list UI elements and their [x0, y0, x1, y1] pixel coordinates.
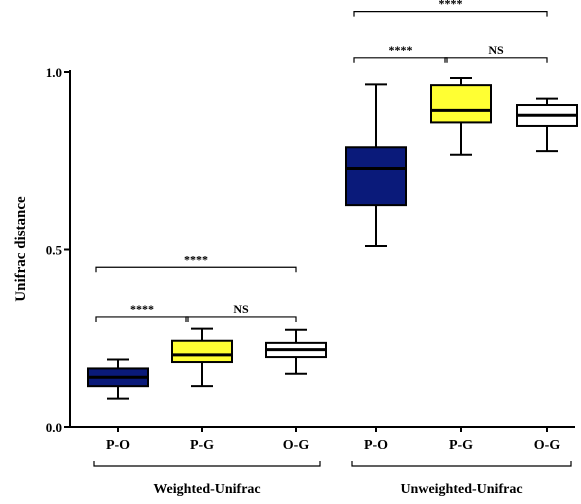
category-label: P-G — [190, 438, 214, 453]
category-label: P-O — [364, 438, 388, 453]
significance-bracket: **** — [95, 302, 189, 322]
iqr-box — [430, 84, 492, 124]
boxes: P-O P-G O-G Weighted-Unifrac P-O P-G O-G Unweig… — [87, 77, 578, 497]
group-bracket-line — [93, 461, 321, 467]
y-tick-label: 0.0 — [46, 420, 62, 435]
group-bracket: Weighted-Unifrac — [93, 461, 321, 497]
y-axis-label: Unifrac distance — [13, 196, 29, 302]
category-label: P-G — [449, 438, 473, 453]
significance-label: **** — [389, 43, 413, 57]
significance-label: **** — [439, 0, 463, 11]
bracket-line — [95, 266, 297, 273]
significance-bracket: **** — [353, 0, 548, 17]
significance-label: **** — [184, 252, 208, 266]
group-label: Unweighted-Unifrac — [400, 482, 522, 497]
iqr-box — [171, 339, 233, 364]
significance-bracket: NS — [444, 43, 548, 63]
y-tick-label: 0.5 — [46, 243, 63, 258]
box-p-g: P-G — [171, 327, 233, 453]
significance-bracket: **** — [353, 43, 448, 63]
category-label: P-O — [106, 438, 130, 453]
bracket-line — [95, 316, 189, 322]
box-p-o: P-O — [345, 83, 407, 453]
y-tick-label: 1.0 — [46, 65, 62, 80]
bracket-line — [185, 316, 297, 322]
bracket-line — [353, 11, 548, 17]
group-bracket-line — [351, 461, 572, 467]
box-o-g: O-G — [516, 97, 578, 453]
significance-label: NS — [233, 302, 249, 316]
box-o-g: O-G — [265, 328, 327, 453]
category-label: O-G — [534, 438, 561, 453]
bracket-line — [444, 57, 548, 63]
significance-label: NS — [488, 43, 504, 57]
significance-bracket: **** — [95, 252, 297, 273]
significance-brackets: **** NS **** **** NS **** — [95, 0, 548, 322]
bracket-line — [353, 57, 448, 63]
axes: 0.0 0.5 1.0 — [46, 65, 575, 435]
box-p-o: P-O — [87, 358, 149, 453]
significance-bracket: NS — [185, 302, 297, 322]
group-label: Weighted-Unifrac — [153, 482, 260, 497]
significance-label: **** — [130, 302, 154, 316]
iqr-box — [345, 146, 407, 207]
group-bracket: Unweighted-Unifrac — [351, 461, 572, 497]
category-label: O-G — [283, 438, 310, 453]
box-p-g: P-G — [430, 77, 492, 453]
